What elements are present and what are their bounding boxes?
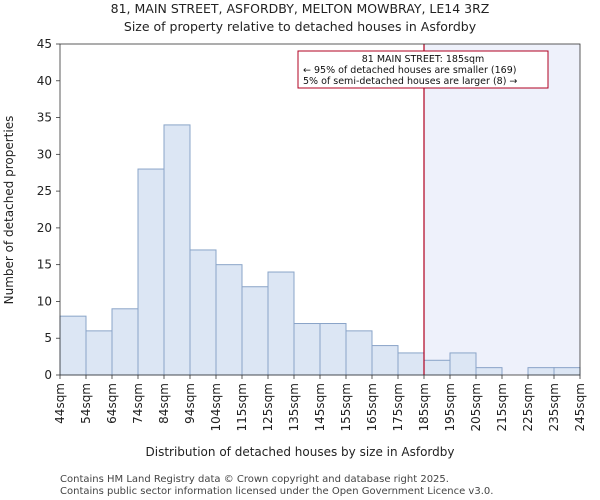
x-tick-label-74sqm: 74sqm (131, 383, 145, 424)
annotation-line-3: 5% of semi-detached houses are larger (8… (303, 76, 517, 87)
bar-165sqm (371, 345, 399, 376)
x-tick-label-245sqm: 245sqm (573, 383, 587, 431)
bar-115sqm (241, 286, 269, 376)
x-tick-label-165sqm: 165sqm (365, 383, 379, 431)
y-tick-label-5: 5 (44, 331, 52, 345)
bar-94sqm (189, 249, 217, 376)
x-tick-label-195sqm: 195sqm (443, 383, 457, 431)
bar-155sqm (345, 330, 373, 376)
bar-104sqm (215, 264, 243, 376)
footer-line-2: Contains public sector information licen… (60, 486, 493, 497)
x-tick-label-155sqm: 155sqm (339, 383, 353, 431)
y-tick-label-10: 10 (37, 294, 52, 308)
bar-145sqm (319, 323, 347, 376)
bar-74sqm (137, 168, 165, 376)
y-tick-label-25: 25 (37, 184, 52, 198)
y-tick-label-40: 40 (37, 74, 52, 88)
x-tick-label-145sqm: 145sqm (313, 383, 327, 431)
bar-125sqm (267, 271, 295, 376)
y-tick-label-45: 45 (37, 37, 52, 51)
annotation-line-2: ← 95% of detached houses are smaller (16… (303, 65, 516, 76)
x-tick-label-44sqm: 44sqm (53, 383, 67, 424)
annotation-line-1: 81 MAIN STREET: 185sqm (362, 54, 485, 65)
x-tick-label-104sqm: 104sqm (209, 383, 223, 431)
bar-225sqm (527, 367, 555, 376)
chart-title: 81, MAIN STREET, ASFORDBY, MELTON MOWBRA… (111, 1, 490, 16)
annotation-box (297, 50, 549, 89)
y-tick-label-30: 30 (37, 147, 52, 161)
bar-175sqm (397, 352, 425, 376)
x-tick-label-64sqm: 64sqm (105, 383, 119, 424)
footer-line-1: Contains HM Land Registry data © Crown c… (60, 474, 449, 485)
bar-64sqm (111, 308, 139, 376)
y-axis-label: Number of detached properties (2, 116, 16, 305)
bar-54sqm (85, 330, 113, 376)
x-axis-label: Distribution of detached houses by size … (146, 445, 455, 459)
bar-185sqm (423, 359, 451, 376)
bar-235sqm (553, 367, 581, 376)
bar-205sqm (475, 367, 503, 376)
x-tick-label-225sqm: 225sqm (521, 383, 535, 431)
y-tick-label-35: 35 (37, 111, 52, 125)
x-tick-label-135sqm: 135sqm (287, 383, 301, 431)
chart-subtitle: Size of property relative to detached ho… (124, 19, 477, 34)
x-tick-label-115sqm: 115sqm (235, 383, 249, 431)
y-tick-label-15: 15 (37, 258, 52, 272)
bar-44sqm (59, 315, 87, 376)
x-tick-label-54sqm: 54sqm (79, 383, 93, 424)
x-tick-label-125sqm: 125sqm (261, 383, 275, 431)
x-tick-label-205sqm: 205sqm (469, 383, 483, 431)
x-tick-label-84sqm: 84sqm (157, 383, 171, 424)
x-tick-label-175sqm: 175sqm (391, 383, 405, 431)
y-tick-label-20: 20 (37, 221, 52, 235)
highlight-region (424, 44, 580, 375)
bar-135sqm (293, 323, 321, 376)
bar-195sqm (449, 352, 477, 376)
x-tick-label-235sqm: 235sqm (547, 383, 561, 431)
x-tick-label-94sqm: 94sqm (183, 383, 197, 424)
bar-84sqm (163, 124, 191, 376)
x-tick-label-185sqm: 185sqm (417, 383, 431, 431)
x-tick-label-215sqm: 215sqm (495, 383, 509, 431)
y-tick-label-0: 0 (44, 368, 52, 382)
